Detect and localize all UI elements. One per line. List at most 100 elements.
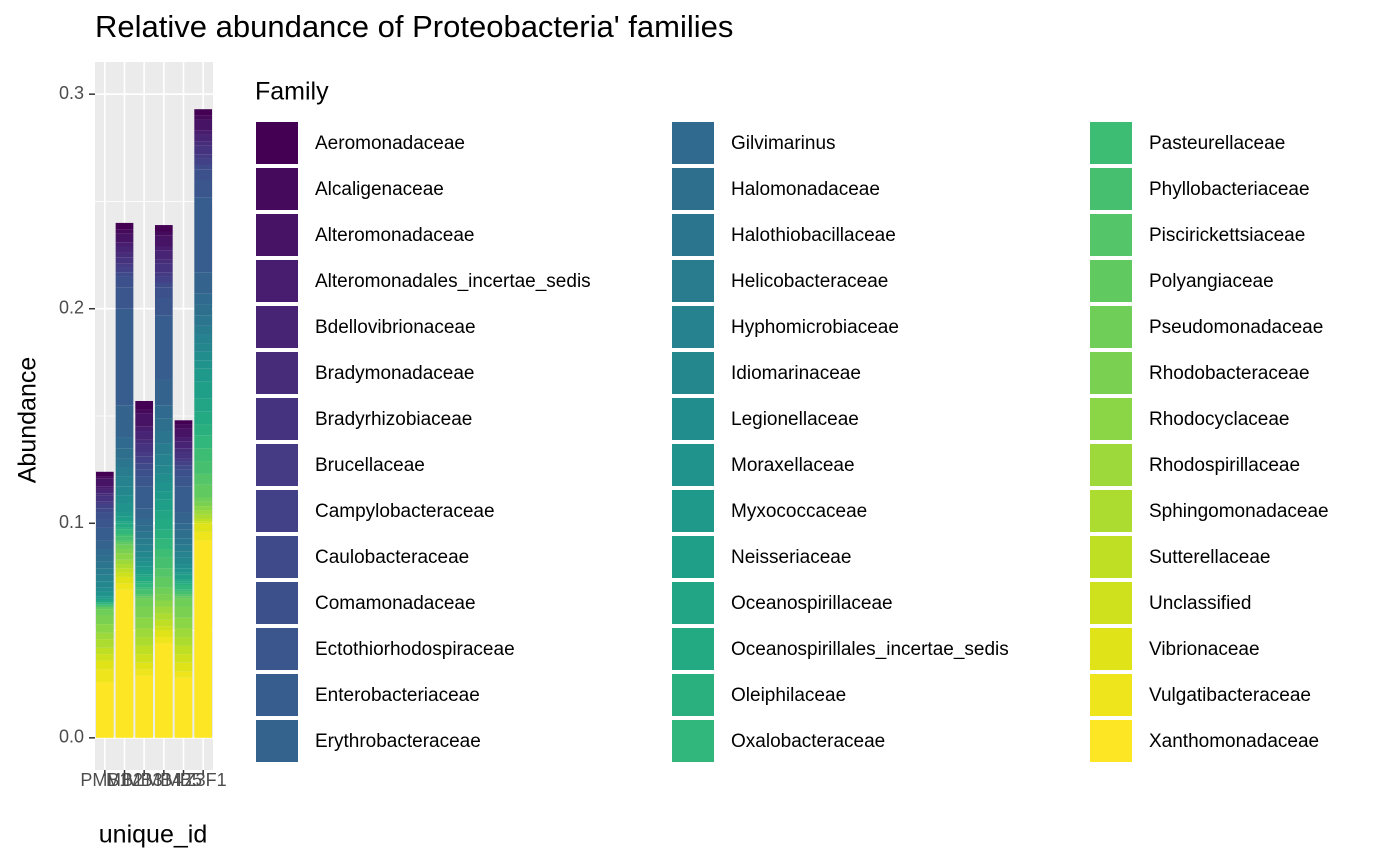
legend-label: Helicobacteraceae bbox=[731, 271, 888, 292]
bar-segment bbox=[194, 293, 213, 305]
legend-label: Rhodocyclaceae bbox=[1149, 409, 1289, 430]
legend-key bbox=[670, 442, 716, 488]
bar-segment bbox=[194, 424, 213, 436]
bar-segment bbox=[194, 398, 213, 412]
bar-segment bbox=[135, 409, 154, 414]
bar-segment bbox=[194, 315, 213, 326]
bar-segment bbox=[115, 544, 134, 550]
bar-segment bbox=[115, 495, 134, 504]
legend-key bbox=[1088, 626, 1134, 672]
bar-segment bbox=[135, 576, 154, 582]
bar-segment bbox=[174, 589, 193, 592]
bar-segment bbox=[154, 231, 173, 236]
bar-segment bbox=[194, 134, 213, 142]
bar-segment bbox=[174, 591, 193, 595]
y-tick-label: 0.1 bbox=[59, 512, 84, 532]
legend-label: Oceanospirillaceae bbox=[731, 593, 893, 614]
bar-segment bbox=[95, 660, 114, 670]
legend-key bbox=[254, 626, 300, 672]
x-tick-label: MB4 bbox=[145, 770, 182, 790]
bar-segment bbox=[154, 235, 173, 247]
bar-segment bbox=[174, 585, 193, 590]
bar-segment bbox=[174, 448, 193, 453]
legend-key bbox=[254, 488, 300, 534]
legend-key bbox=[1088, 120, 1134, 166]
legend-key bbox=[1088, 396, 1134, 442]
legend-label: Halomonadaceae bbox=[731, 179, 880, 200]
bar-segment bbox=[194, 473, 213, 485]
bar-segment bbox=[174, 458, 193, 462]
bar-segment bbox=[95, 501, 114, 504]
bar-segment bbox=[174, 671, 193, 678]
bar-segment bbox=[154, 600, 173, 607]
bar-segment bbox=[115, 405, 134, 438]
bar-segment bbox=[135, 589, 154, 595]
bar-segment bbox=[154, 465, 173, 474]
legend-label: Legionellaceae bbox=[731, 409, 859, 430]
bar-segment bbox=[115, 308, 134, 406]
legend-key bbox=[1088, 672, 1134, 718]
legend-key bbox=[254, 672, 300, 718]
bar-segment bbox=[135, 469, 154, 477]
bar-segment bbox=[115, 246, 134, 253]
bar-segment bbox=[194, 180, 213, 198]
bar-segment bbox=[115, 527, 134, 530]
bar-segment bbox=[174, 677, 193, 738]
bar-segment bbox=[174, 596, 193, 599]
bar-segment bbox=[154, 225, 173, 232]
bar-segment bbox=[115, 267, 134, 273]
legend-label: Unclassified bbox=[1149, 593, 1251, 614]
bar-segment bbox=[174, 598, 193, 607]
legend-key bbox=[670, 534, 716, 580]
bar-segment bbox=[174, 579, 193, 582]
legend-label: Halothiobacillaceae bbox=[731, 225, 896, 246]
bar-segment bbox=[135, 431, 154, 440]
legend-key bbox=[670, 166, 716, 212]
bar-segment bbox=[115, 559, 134, 565]
bar-segment bbox=[95, 512, 114, 519]
bar-segment bbox=[174, 645, 193, 655]
bar-segment bbox=[135, 544, 154, 552]
legend-key bbox=[670, 580, 716, 626]
bar-segment bbox=[135, 486, 154, 509]
legend-label: Brucellaceae bbox=[315, 455, 425, 476]
bar-segment bbox=[194, 360, 213, 369]
bar-segment bbox=[95, 654, 114, 661]
legend-label: Myxococcaceae bbox=[731, 501, 867, 522]
bar-segment bbox=[174, 574, 193, 580]
bar-segment bbox=[95, 596, 114, 599]
bar-segment bbox=[95, 624, 114, 633]
legend-key bbox=[254, 166, 300, 212]
bar-segment bbox=[154, 482, 173, 492]
bar-segment bbox=[194, 109, 213, 116]
bar-segment bbox=[154, 315, 173, 380]
bar-segment bbox=[194, 411, 213, 425]
bar-segment bbox=[115, 233, 134, 243]
bar-segment bbox=[135, 538, 154, 545]
bar-segment bbox=[135, 413, 154, 427]
legend-key bbox=[670, 212, 716, 258]
legend-label: Sphingomonadaceae bbox=[1149, 501, 1329, 522]
legend-key bbox=[670, 120, 716, 166]
chart-title: Relative abundance of Proteobacteria' fa… bbox=[95, 9, 733, 44]
bar-segment bbox=[135, 594, 154, 597]
bar-segment bbox=[174, 424, 193, 429]
bar-segment bbox=[95, 549, 114, 556]
bar-segment bbox=[135, 426, 154, 432]
bar-segment bbox=[194, 272, 213, 294]
bar-segment bbox=[135, 606, 154, 618]
bar-segment bbox=[174, 465, 193, 470]
x-tick-label: MB3 bbox=[126, 770, 163, 790]
bar-segment bbox=[194, 506, 213, 511]
bar-segment bbox=[135, 598, 154, 607]
bar-segment bbox=[95, 495, 114, 502]
legend-key bbox=[254, 396, 300, 442]
bar-segment bbox=[174, 441, 193, 449]
bar-segment bbox=[174, 523, 193, 530]
bar-segment bbox=[95, 602, 114, 605]
bar-segment bbox=[194, 304, 213, 316]
legend-label: Aeromonadaceae bbox=[315, 133, 465, 154]
bar-segment bbox=[115, 553, 134, 560]
bar-segment bbox=[135, 452, 154, 457]
